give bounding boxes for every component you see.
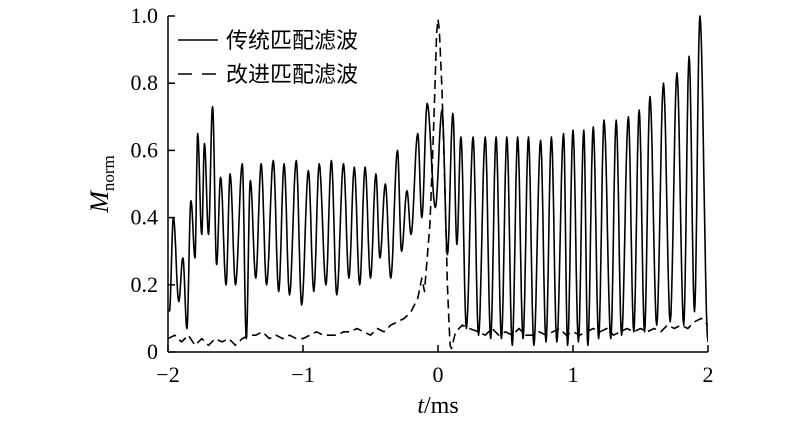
plot-area	[168, 15, 708, 350]
x-axis-label-unit: /ms	[424, 393, 459, 419]
x-tick-label: 1	[568, 362, 579, 387]
y-tick-label: 0.2	[131, 272, 159, 297]
y-tick-label: 1.0	[131, 3, 159, 28]
x-tick-label: −1	[291, 362, 314, 387]
series-line-improved	[168, 18, 708, 350]
legend-label-conventional: 传统匹配滤波	[226, 28, 358, 53]
legend-label-improved: 改进匹配滤波	[226, 62, 358, 87]
y-tick-label: 0.8	[131, 70, 159, 95]
y-axis-label-main: M	[85, 190, 114, 214]
x-axis-label-var: t	[417, 393, 425, 419]
axes: −2 −1 0 1 2 0 0.2 0.4 0.6 0.8 1.0	[131, 3, 714, 387]
axis-labels: Mnorm t/ms	[85, 155, 459, 419]
y-tick-label: 0	[147, 339, 158, 364]
y-axis-label-subscript: norm	[99, 155, 118, 191]
y-axis-label: Mnorm	[85, 155, 118, 214]
x-tick-label: 0	[433, 362, 444, 387]
x-axis-label: t/ms	[417, 393, 458, 419]
x-tick-label: −2	[156, 362, 179, 387]
y-tick-label: 0.4	[131, 205, 159, 230]
x-tick-label: 2	[703, 362, 714, 387]
series-line-conventional	[168, 15, 708, 347]
y-tick-label: 0.6	[131, 137, 159, 162]
